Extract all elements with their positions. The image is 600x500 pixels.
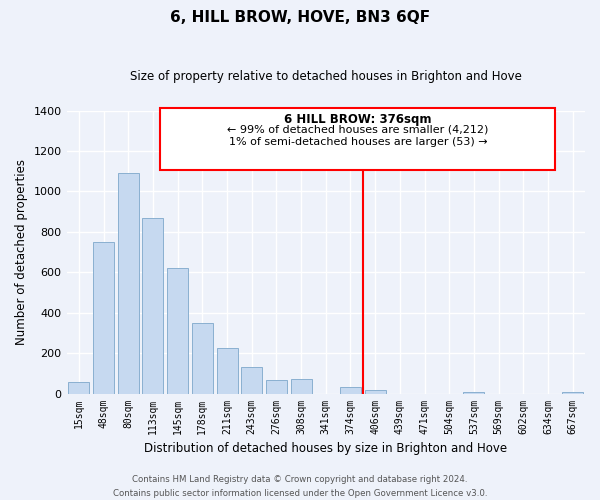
Bar [562, 392, 583, 394]
Bar [266, 380, 287, 394]
Bar [290, 380, 311, 394]
Bar [142, 218, 163, 394]
Bar [340, 388, 361, 394]
Text: 6, HILL BROW, HOVE, BN3 6QF: 6, HILL BROW, HOVE, BN3 6QF [170, 10, 430, 25]
Text: 6 HILL BROW: 376sqm: 6 HILL BROW: 376sqm [284, 112, 431, 126]
Bar [217, 348, 238, 394]
Bar [68, 382, 89, 394]
X-axis label: Distribution of detached houses by size in Brighton and Hove: Distribution of detached houses by size … [144, 442, 508, 455]
Y-axis label: Number of detached properties: Number of detached properties [15, 159, 28, 345]
Bar [463, 392, 484, 394]
Text: ← 99% of detached houses are smaller (4,212): ← 99% of detached houses are smaller (4,… [227, 124, 488, 134]
Bar [167, 268, 188, 394]
Bar [365, 390, 386, 394]
FancyBboxPatch shape [160, 108, 556, 170]
Bar [93, 242, 114, 394]
Text: Contains HM Land Registry data © Crown copyright and database right 2024.
Contai: Contains HM Land Registry data © Crown c… [113, 476, 487, 498]
Bar [118, 173, 139, 394]
Bar [192, 323, 213, 394]
Title: Size of property relative to detached houses in Brighton and Hove: Size of property relative to detached ho… [130, 70, 522, 83]
Text: 1% of semi-detached houses are larger (53) →: 1% of semi-detached houses are larger (5… [229, 137, 487, 147]
Bar [241, 368, 262, 394]
